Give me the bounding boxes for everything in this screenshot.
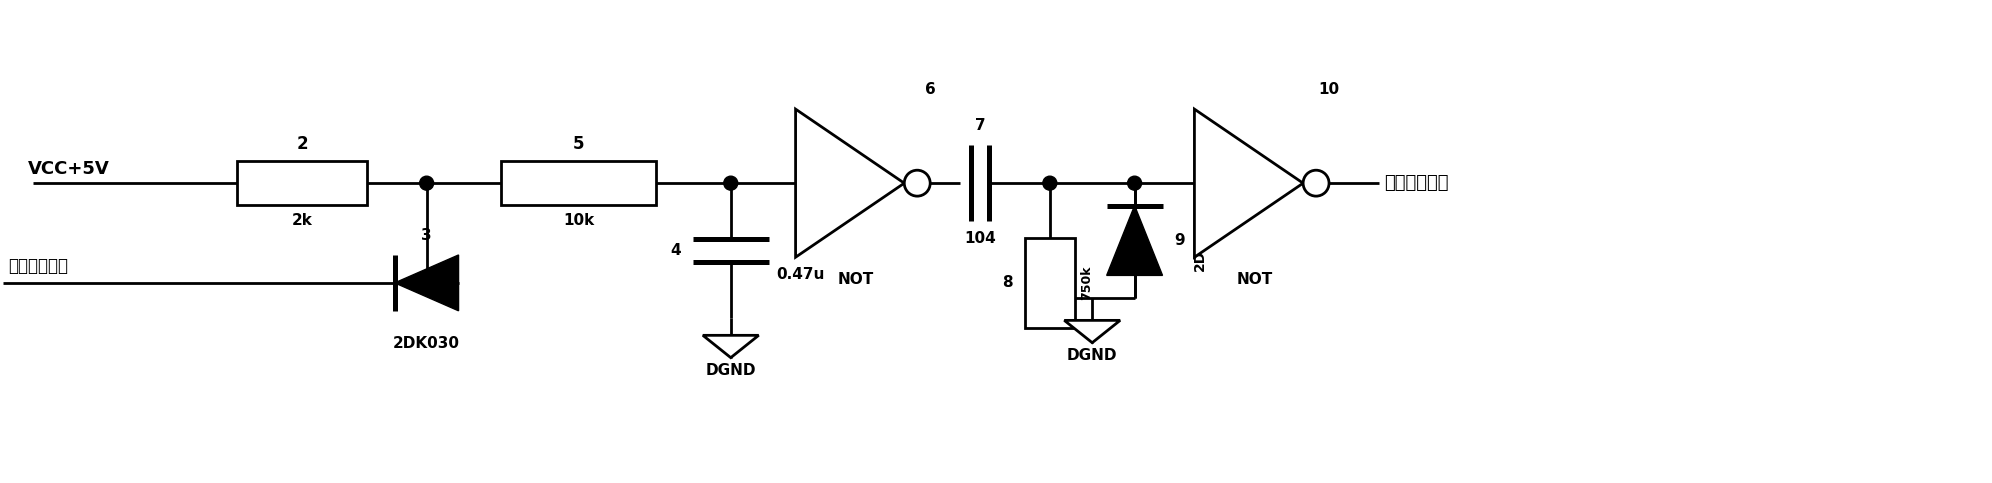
Circle shape [723,176,737,190]
Text: 9: 9 [1175,233,1185,248]
Text: 104: 104 [964,231,996,246]
Text: 遥控复位信号: 遥控复位信号 [8,257,68,275]
Polygon shape [703,335,759,358]
Polygon shape [795,109,904,257]
Text: DGND: DGND [705,363,757,378]
Text: 2k: 2k [291,213,313,228]
Polygon shape [1064,320,1120,343]
Bar [237,161,367,205]
Text: 2DK030: 2DK030 [392,336,460,351]
Text: 6: 6 [924,82,936,97]
Bar [1026,238,1076,328]
Bar [502,161,655,205]
Text: 10k: 10k [564,213,594,228]
Text: 8: 8 [1002,275,1014,290]
Text: 4: 4 [669,243,681,258]
Text: 750k: 750k [1080,266,1094,300]
Text: 5: 5 [574,135,584,153]
Polygon shape [1108,206,1163,275]
Circle shape [420,176,434,190]
Text: NOT: NOT [839,272,874,287]
Text: DGND: DGND [1068,348,1118,363]
Text: 0.47u: 0.47u [777,268,825,283]
Polygon shape [394,255,458,311]
Circle shape [1303,170,1329,196]
Circle shape [1044,176,1058,190]
Text: NOT: NOT [1237,272,1273,287]
Text: 3: 3 [422,228,432,243]
Text: 7: 7 [974,118,986,133]
Text: 10: 10 [1319,82,1339,97]
Text: 外部复位信号: 外部复位信号 [1384,174,1448,192]
Text: VCC+5V: VCC+5V [28,160,110,178]
Text: 2: 2 [297,135,309,153]
Circle shape [904,170,930,196]
Polygon shape [1195,109,1303,257]
Text: 2DK030: 2DK030 [1193,210,1207,271]
Circle shape [1127,176,1141,190]
